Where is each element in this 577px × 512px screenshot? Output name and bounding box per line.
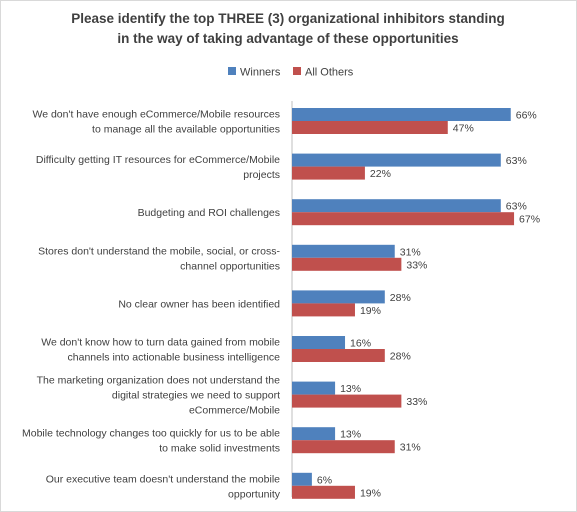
legend-label: Winners: [240, 67, 281, 79]
bar-all-others: [292, 121, 448, 134]
bar-all-others: [292, 349, 385, 362]
category-label: projects: [243, 169, 280, 181]
bar-winners: [292, 199, 501, 213]
data-label: 33%: [406, 259, 427, 271]
bar-all-others: [292, 440, 395, 454]
category-label: Mobile technology changes too quickly fo…: [22, 428, 280, 440]
data-label: 63%: [506, 201, 527, 213]
data-label: 28%: [390, 351, 411, 363]
category-label: channel opportunities: [180, 260, 280, 272]
bar-all-others: [292, 394, 402, 408]
data-label: 63%: [506, 155, 527, 167]
category-label: Stores don't understand the mobile, soci…: [38, 245, 280, 257]
category-label: digital strategies we need to support: [112, 390, 280, 402]
data-label: 13%: [340, 383, 361, 395]
bar-winners: [292, 244, 395, 258]
bar-winners: [292, 108, 511, 121]
bar-winners: [292, 427, 336, 441]
legend-swatch: [293, 67, 301, 75]
bar-all-others: [292, 166, 365, 180]
chart-title-line: in the way of taking advantage of these …: [117, 31, 458, 46]
category-label: No clear owner has been identified: [118, 298, 280, 310]
category-label: The marketing organization does not unde…: [37, 375, 281, 387]
bar-winners: [292, 472, 312, 486]
data-label: 6%: [317, 474, 332, 486]
data-label: 19%: [360, 487, 381, 499]
bar-winners: [292, 153, 501, 167]
data-label: 67%: [519, 214, 540, 226]
legend-label: All Others: [305, 67, 354, 79]
category-label: Difficulty getting IT resources for eCom…: [36, 154, 280, 166]
category-label: We don't have enough eCommerce/Mobile re…: [32, 109, 280, 121]
bar-winners: [292, 381, 336, 395]
data-label: 13%: [340, 429, 361, 441]
data-label: 28%: [390, 292, 411, 304]
bar-winners: [292, 336, 346, 349]
legend-swatch: [228, 67, 236, 75]
data-label: 47%: [453, 123, 474, 135]
data-label: 66%: [516, 110, 537, 122]
chart-title-line: Please identify the top THREE (3) organi…: [71, 11, 505, 26]
bar-all-others: [292, 485, 355, 499]
category-label: Budgeting and ROI challenges: [138, 207, 280, 219]
data-label: 31%: [400, 246, 421, 258]
bar-all-others: [292, 303, 355, 317]
category-label: We don't know how to turn data gained fr…: [41, 337, 280, 349]
category-label: Our executive team doesn't understand th…: [46, 473, 280, 485]
bar-winners: [292, 290, 385, 304]
data-label: 22%: [370, 168, 391, 180]
category-label: to manage all the available opportunitie…: [92, 124, 280, 136]
data-label: 16%: [350, 338, 371, 350]
category-label: to make solid investments: [159, 443, 280, 455]
data-label: 19%: [360, 305, 381, 317]
bar-all-others: [292, 212, 515, 226]
data-label: 31%: [400, 442, 421, 454]
data-label: 33%: [406, 396, 427, 408]
bar-all-others: [292, 257, 402, 271]
category-label: channels into actionable business intell…: [68, 352, 281, 364]
category-label: eCommerce/Mobile: [189, 405, 280, 417]
category-label: opportunity: [228, 488, 281, 500]
